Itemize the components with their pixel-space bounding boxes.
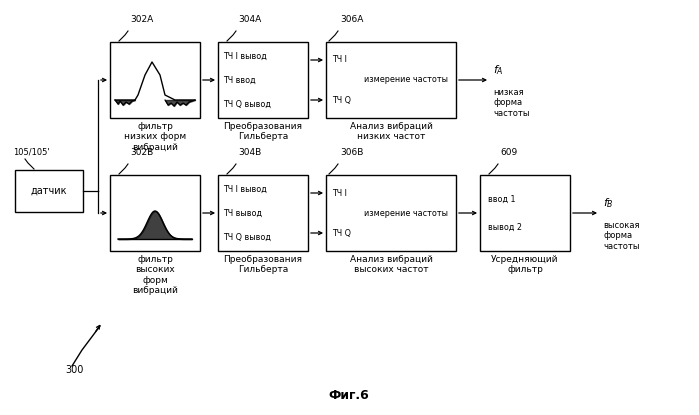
Bar [110, 175, 200, 251]
Text: фильтр
низких форм
вибраций: фильтр низких форм вибраций [124, 122, 186, 152]
Text: 300: 300 [65, 365, 83, 375]
Text: 609: 609 [500, 148, 517, 157]
Text: 304B: 304B [238, 148, 261, 157]
Text: Усредняющий
фильтр: Усредняющий фильтр [491, 255, 559, 274]
Text: 105/105': 105/105' [13, 147, 50, 156]
Text: ТЧ I вывод: ТЧ I вывод [223, 185, 267, 193]
Text: 302B: 302B [130, 148, 153, 157]
Text: Анализ вибраций
высоких частот: Анализ вибраций высоких частот [350, 255, 433, 274]
Text: ТЧ Q: ТЧ Q [332, 229, 351, 237]
Text: Преобразования
Гильберта: Преобразования Гильберта [224, 122, 303, 142]
Text: ТЧ Q: ТЧ Q [332, 95, 351, 105]
Text: 306B: 306B [340, 148, 363, 157]
Text: 306A: 306A [340, 15, 363, 24]
Text: фильтр
высоких
форм
вибраций: фильтр высоких форм вибраций [132, 255, 178, 295]
Text: ТЧ Q вывод: ТЧ Q вывод [223, 100, 271, 108]
Text: вывод 2: вывод 2 [488, 222, 522, 232]
Bar [218, 42, 308, 118]
Text: $f_B$: $f_B$ [603, 196, 614, 210]
Text: датчик: датчик [31, 186, 67, 196]
Text: ТЧ ввод: ТЧ ввод [223, 76, 256, 85]
Bar [326, 175, 456, 251]
Text: высокая
форма
частоты: высокая форма частоты [603, 221, 640, 251]
Text: ТЧ Q вывод: ТЧ Q вывод [223, 232, 271, 242]
Text: $f_A$: $f_A$ [493, 63, 504, 77]
Text: ТЧ I вывод: ТЧ I вывод [223, 51, 267, 61]
Text: ТЧ I: ТЧ I [332, 56, 347, 64]
Text: измерение частоты: измерение частоты [364, 76, 448, 85]
Text: низкая
форма
частоты: низкая форма частоты [493, 88, 530, 118]
Text: ТЧ I: ТЧ I [332, 188, 347, 198]
Text: Фиг.6: Фиг.6 [329, 388, 369, 401]
Text: Анализ вибраций
низких частот: Анализ вибраций низких частот [350, 122, 433, 142]
Bar [326, 42, 456, 118]
Text: Преобразования
Гильберта: Преобразования Гильберта [224, 255, 303, 274]
Bar [15, 170, 83, 212]
Bar [110, 42, 200, 118]
Text: ввод 1: ввод 1 [488, 195, 515, 203]
Text: ТЧ вывод: ТЧ вывод [223, 208, 262, 217]
Bar [480, 175, 570, 251]
Text: измерение частоты: измерение частоты [364, 208, 448, 217]
Text: 304A: 304A [238, 15, 261, 24]
Text: 302A: 302A [130, 15, 153, 24]
Bar [218, 175, 308, 251]
